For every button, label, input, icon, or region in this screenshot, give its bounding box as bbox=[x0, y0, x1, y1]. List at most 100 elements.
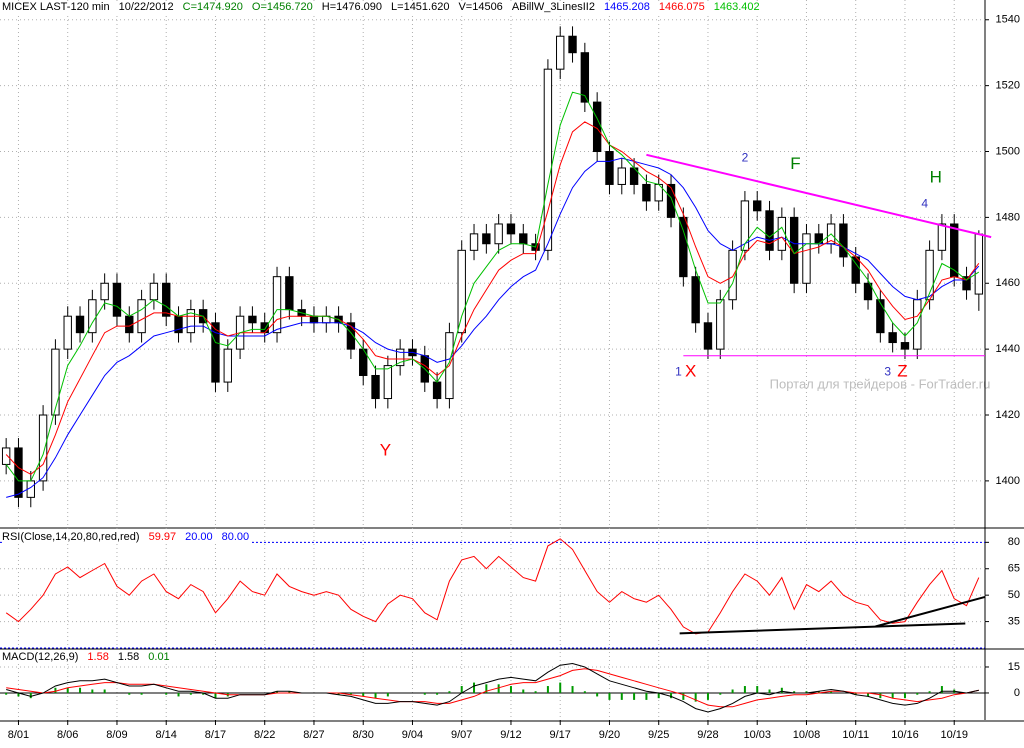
y-tick-label: 1460 bbox=[996, 277, 1020, 289]
histogram-bar bbox=[830, 691, 833, 693]
candle-body bbox=[100, 282, 109, 301]
x-tick-label: 8/27 bbox=[303, 729, 324, 741]
candle-body bbox=[309, 315, 319, 324]
panel-header: RSI(Close,14,20,80,red,red) 59.97 20.00 80.… bbox=[2, 531, 253, 543]
annotation: H bbox=[930, 167, 942, 186]
header-text: O=1456.720 bbox=[251, 1, 313, 13]
series-line bbox=[6, 668, 979, 708]
histogram-bar bbox=[620, 692, 623, 700]
histogram-bar bbox=[165, 692, 168, 695]
x-tick-label: 8/06 bbox=[57, 729, 78, 741]
histogram-bar bbox=[903, 692, 906, 699]
histogram-bar bbox=[940, 686, 943, 693]
histogram-bar bbox=[793, 691, 796, 693]
histogram-bar bbox=[608, 692, 611, 700]
candle-body bbox=[802, 233, 811, 284]
histogram-bar bbox=[817, 691, 820, 693]
header-text: 0.01 bbox=[148, 651, 170, 663]
candle-body bbox=[149, 282, 159, 301]
candle-body bbox=[371, 374, 380, 400]
header-text: L=1451.620 bbox=[391, 1, 450, 13]
y-tick-label: 80 bbox=[1008, 536, 1020, 548]
histogram-bar bbox=[546, 686, 549, 693]
x-tick-label: 9/25 bbox=[648, 729, 669, 741]
candle-body bbox=[679, 216, 688, 278]
y-tick-label: 1540 bbox=[996, 14, 1020, 26]
candle-body bbox=[913, 299, 922, 350]
histogram-bar bbox=[214, 692, 217, 699]
candle-body bbox=[691, 276, 700, 324]
candle-body bbox=[482, 233, 491, 245]
y-tick-label: 1420 bbox=[996, 409, 1020, 421]
histogram-bar bbox=[522, 689, 525, 693]
x-tick-label: 10/11 bbox=[842, 729, 869, 741]
candle-body bbox=[395, 348, 405, 367]
candle-body bbox=[753, 200, 762, 212]
header-text: 1463.402 bbox=[713, 1, 760, 13]
histogram-bar bbox=[756, 686, 759, 693]
histogram-bar bbox=[128, 692, 131, 695]
candle-body bbox=[162, 282, 171, 317]
histogram-bar bbox=[891, 692, 894, 699]
candle-body bbox=[457, 249, 466, 334]
histogram-bar bbox=[485, 684, 488, 693]
histogram-bar bbox=[362, 692, 365, 697]
header-text: 1.58 bbox=[117, 651, 140, 663]
candle-body bbox=[1, 447, 11, 465]
histogram-bar bbox=[79, 687, 82, 693]
series-line bbox=[5, 91, 980, 482]
histogram-bar bbox=[743, 686, 746, 693]
candle-body bbox=[666, 183, 676, 218]
histogram-bar bbox=[854, 692, 857, 695]
histogram-bar bbox=[54, 687, 57, 693]
header-text: C=1474.920 bbox=[182, 1, 243, 13]
y-tick-label: 1480 bbox=[996, 211, 1020, 223]
annotation: 1 bbox=[675, 364, 682, 378]
x-tick-label: 9/07 bbox=[451, 729, 472, 741]
header-text: MACD(12,26,9) bbox=[2, 651, 79, 663]
header-text: MICEX LAST-120 min bbox=[2, 1, 110, 13]
histogram-bar bbox=[670, 692, 673, 699]
histogram-bar bbox=[189, 692, 192, 695]
histogram-bar bbox=[349, 692, 352, 695]
y-tick-label: 1440 bbox=[996, 343, 1020, 355]
x-tick-label: 9/04 bbox=[402, 729, 423, 741]
histogram-bar bbox=[103, 689, 106, 693]
candle-body bbox=[839, 223, 848, 258]
header-text: V=14506 bbox=[458, 1, 503, 13]
histogram-bar bbox=[386, 692, 389, 697]
histogram-bar bbox=[17, 692, 20, 697]
x-tick-label: 8/30 bbox=[353, 729, 374, 741]
candle-body bbox=[556, 35, 565, 70]
candle-body bbox=[617, 167, 626, 185]
candle-body bbox=[75, 315, 85, 334]
annotation: 2 bbox=[742, 150, 749, 164]
histogram-bar bbox=[694, 692, 697, 702]
candle-body bbox=[974, 233, 984, 295]
header-text: 80.00 bbox=[221, 531, 250, 543]
x-tick-label: 8/22 bbox=[254, 729, 275, 741]
x-tick-label: 9/12 bbox=[500, 729, 521, 741]
histogram-bar bbox=[460, 686, 463, 693]
header-text: 1.58 bbox=[87, 651, 109, 663]
candle-body bbox=[937, 223, 947, 251]
y-tick-label: 65 bbox=[1008, 563, 1020, 575]
y-tick-label: 35 bbox=[1008, 615, 1020, 627]
candle-body bbox=[494, 223, 503, 245]
candle-body bbox=[137, 299, 146, 334]
x-tick-label: 8/14 bbox=[156, 729, 177, 741]
histogram-bar bbox=[509, 686, 512, 693]
candle-body bbox=[777, 216, 787, 251]
candle-body bbox=[63, 315, 72, 350]
y-tick-label: 50 bbox=[1008, 589, 1020, 601]
candle-body bbox=[765, 210, 774, 251]
histogram-bar bbox=[719, 692, 722, 695]
series-line bbox=[5, 538, 980, 635]
histogram-bar bbox=[202, 692, 205, 695]
candle-body bbox=[248, 315, 257, 324]
trend-line bbox=[646, 153, 992, 239]
candle-body bbox=[740, 200, 750, 251]
annotation: Z bbox=[897, 362, 907, 381]
histogram-bar bbox=[731, 689, 734, 693]
